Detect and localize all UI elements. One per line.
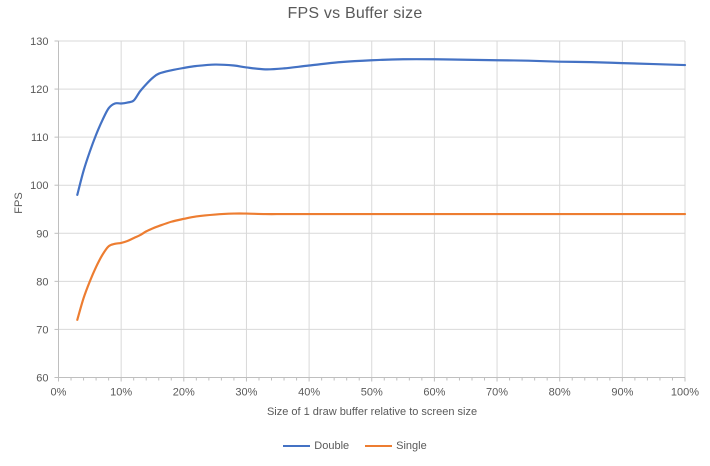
y-tick-label: 70 bbox=[36, 324, 48, 336]
y-tick-label: 90 bbox=[36, 228, 48, 240]
y-tick-label: 130 bbox=[30, 36, 48, 48]
x-axis-title: Size of 1 draw buffer relative to screen… bbox=[266, 406, 478, 418]
x-tick-label: 60% bbox=[423, 387, 445, 399]
y-tick-label: 80 bbox=[36, 276, 48, 288]
x-tick-label: 90% bbox=[611, 387, 633, 399]
x-tick-label: 100% bbox=[671, 387, 699, 399]
x-tick-label: 0% bbox=[51, 387, 67, 399]
series-line-single bbox=[76, 212, 687, 321]
x-tick-label: 20% bbox=[173, 387, 195, 399]
x-tick-label: 70% bbox=[486, 387, 508, 399]
x-tick-label: 30% bbox=[235, 387, 257, 399]
x-tick-label: 10% bbox=[110, 387, 132, 399]
y-tick-label: 60 bbox=[36, 373, 48, 385]
legend-item-double[interactable]: Double bbox=[283, 440, 349, 452]
y-tick-label: 110 bbox=[31, 132, 49, 144]
y-axis-title: FPS bbox=[13, 192, 25, 214]
legend-label-single: Single bbox=[396, 440, 427, 452]
single-line-swatch bbox=[365, 444, 393, 448]
legend-label-double: Double bbox=[314, 440, 350, 452]
double-line-swatch bbox=[283, 444, 311, 448]
y-tick-label: 100 bbox=[30, 180, 48, 192]
y-tick-label: 120 bbox=[30, 84, 48, 96]
x-tick-label: 40% bbox=[298, 387, 320, 399]
chart-title: FPS vs Buffer size bbox=[287, 5, 423, 22]
x-tick-label: 80% bbox=[549, 387, 571, 399]
legend-item-single[interactable]: Single bbox=[365, 440, 427, 452]
series-line-double bbox=[76, 58, 687, 196]
x-tick-label: 50% bbox=[361, 387, 383, 399]
legend: Double Single bbox=[0, 438, 710, 454]
